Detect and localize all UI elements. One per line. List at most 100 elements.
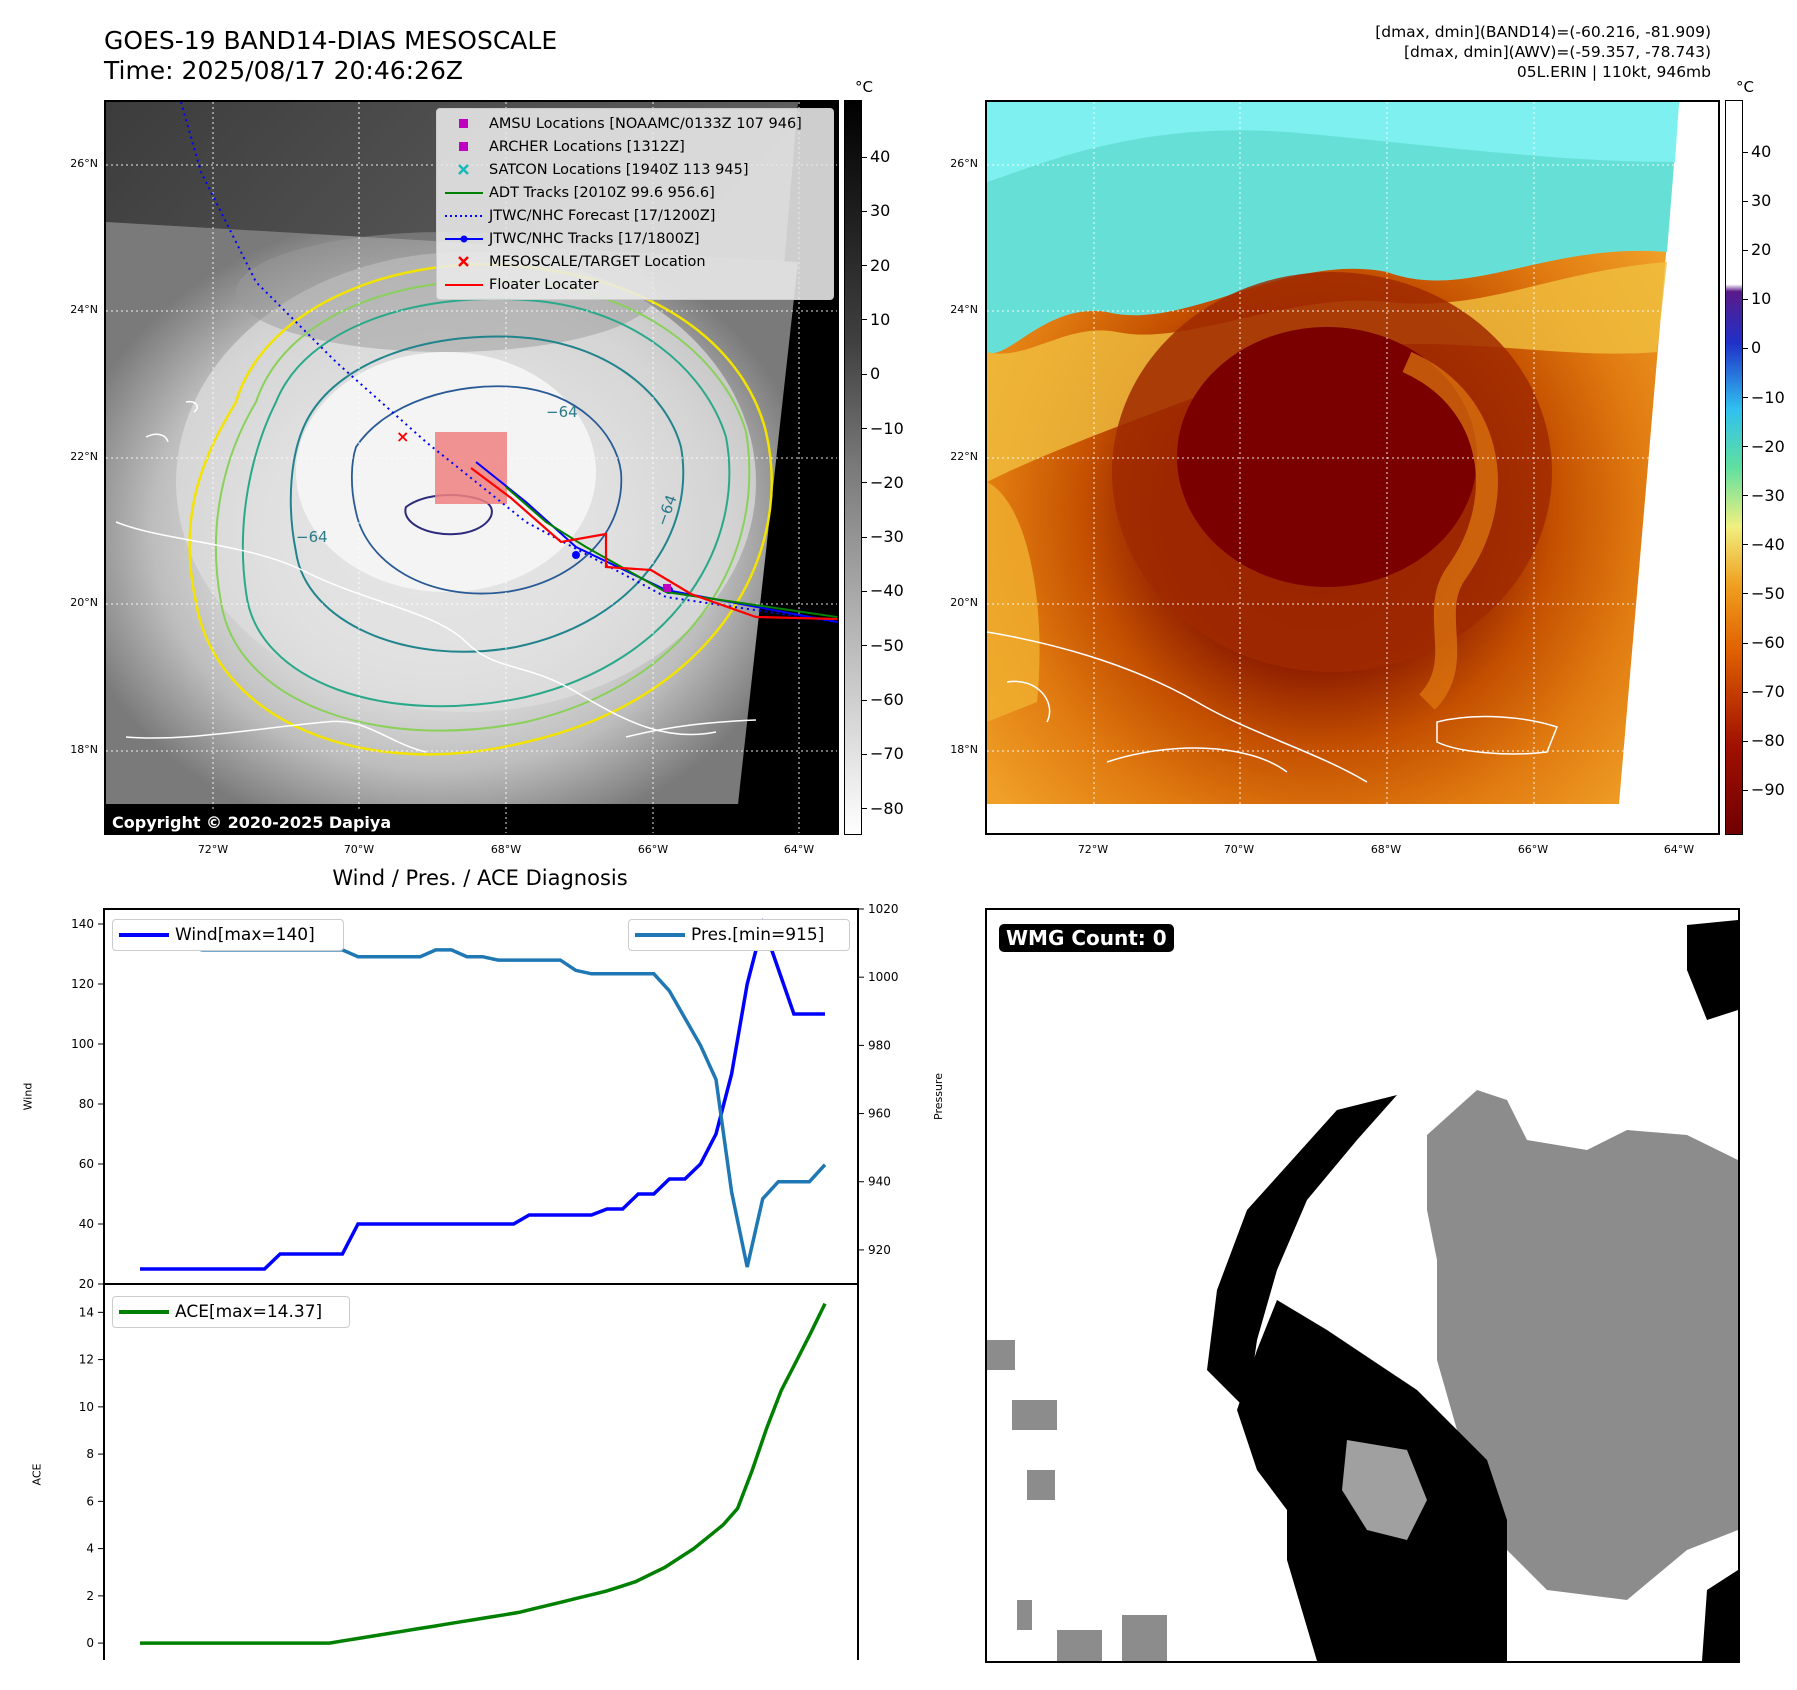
colorbar-tick: −60: [1743, 633, 1785, 652]
lat-tick: 22°N: [950, 450, 978, 463]
line-dot-icon: [445, 235, 483, 243]
ace-tick-label: 0: [86, 1636, 94, 1650]
lat-tick: 22°N: [70, 450, 98, 463]
info-awv: [dmax, dmin](AWV)=(-59.357, -78.743): [1404, 43, 1711, 61]
legend-label: MESOSCALE/TARGET Location: [489, 254, 706, 270]
wmg-panel: WMG Count: 0: [985, 908, 1740, 1663]
colorbar-tick: −70: [862, 744, 904, 764]
pressure-legend-label: Pres.[min=915]: [691, 925, 825, 945]
colorbar-tick: −60: [862, 690, 904, 709]
info-block: [dmax, dmin](BAND14)=(-60.216, -81.909) …: [1375, 22, 1711, 82]
copyright-label: Copyright © 2020-2025 Dapiya: [108, 812, 396, 833]
lat-tick: 18°N: [70, 743, 98, 756]
band14-map: × −64 −64 −64 AMSU Locations [NOAAMC/013…: [104, 100, 839, 835]
legend-label: ADT Tracks [2010Z 99.6 956.6]: [489, 185, 715, 201]
title-line-2: Time: 2025/08/17 20:46:26Z: [104, 56, 463, 85]
ace-line: [140, 1302, 827, 1645]
wmg-count-badge: WMG Count: 0: [999, 924, 1174, 952]
colorbar-tick: 10: [861, 309, 891, 329]
pressure-tick-label: 960: [868, 1107, 891, 1121]
lat-tick: 26°N: [950, 157, 978, 170]
colorbar-band14: [844, 100, 862, 835]
colorbar-tick: −40: [1743, 534, 1785, 554]
colorbar-unit: °C: [1736, 78, 1754, 96]
green-line-icon: [119, 1310, 169, 1314]
colorbar-tick: −20: [1743, 436, 1785, 456]
colorbar-tick: −80: [1743, 731, 1785, 751]
colorbar-tick: −30: [1743, 485, 1785, 505]
legend-label: ARCHER Locations [1312Z]: [489, 139, 685, 155]
solid-line-icon: [445, 192, 483, 194]
wind-tick-label: 120: [71, 977, 94, 991]
wind-tick-label: 100: [71, 1037, 94, 1051]
ace-axes: [103, 1283, 859, 1660]
wind-axis-label: Wind: [21, 1082, 35, 1111]
dotted-line-icon: [445, 215, 483, 217]
colorbar-tick: 40: [1742, 142, 1772, 161]
ace-tick-label: 12: [79, 1353, 94, 1367]
square-marker-icon: [459, 142, 468, 151]
blue-line-icon: [119, 933, 169, 937]
colorbar-awv: [1725, 100, 1743, 835]
colorbar-tick: 40: [861, 147, 891, 166]
colorbar-tick: 20: [861, 255, 891, 275]
ace-tick-label: 4: [86, 1542, 94, 1556]
lon-tick: 70°W: [343, 843, 375, 856]
ace-tick-label: 14: [79, 1305, 94, 1319]
x-marker-icon: [458, 256, 469, 267]
diagnosis-title: Wind / Pres. / ACE Diagnosis: [332, 866, 628, 890]
solid-line-icon: [445, 284, 483, 286]
wind-pressure-axes: [103, 908, 859, 1285]
lon-tick: 68°W: [490, 843, 522, 856]
colorbar-tick: −50: [1743, 583, 1785, 603]
ace-tick-label: 6: [86, 1494, 94, 1508]
colorbar-tick: 30: [861, 201, 891, 221]
lat-tick: 18°N: [950, 743, 978, 756]
awv-image: [987, 102, 1718, 833]
info-band14: [dmax, dmin](BAND14)=(-60.216, -81.909): [1375, 23, 1711, 41]
colorbar-tick: −30: [862, 527, 904, 547]
contour-label: −64: [296, 528, 328, 546]
wmg-image: [987, 920, 1738, 1661]
lat-tick: 20°N: [950, 596, 978, 609]
lon-tick: 70°W: [1223, 843, 1255, 856]
lat-tick: 26°N: [70, 157, 98, 170]
ace-tick-label: 8: [86, 1447, 94, 1461]
wind-tick-label: 140: [71, 917, 94, 931]
lon-tick: 64°W: [1663, 843, 1695, 856]
wind-legend-label: Wind[max=140]: [175, 925, 315, 945]
colorbar-tick: −50: [862, 635, 904, 655]
svg-text:×: ×: [396, 427, 409, 446]
pressure-tick-label: 920: [868, 1243, 891, 1257]
colorbar-tick: −90: [1743, 780, 1785, 800]
colorbar-tick: −70: [1743, 682, 1785, 702]
figure-title: GOES-19 BAND14-DIAS MESOSCALE Time: 2025…: [104, 26, 557, 86]
lon-tick: 64°W: [783, 843, 815, 856]
wind-legend: Wind[max=140]: [112, 919, 344, 951]
map-legend: AMSU Locations [NOAAMC/0133Z 107 946] AR…: [436, 108, 834, 300]
awv-map: [985, 100, 1720, 835]
lon-tick: 72°W: [1077, 843, 1109, 856]
pressure-legend: Pres.[min=915]: [628, 919, 850, 951]
steelblue-line-icon: [635, 933, 685, 937]
ace-tick-label: 10: [79, 1400, 94, 1414]
legend-label: JTWC/NHC Tracks [17/1800Z]: [489, 231, 700, 247]
lon-tick: 66°W: [637, 843, 669, 856]
colorbar-unit: °C: [855, 78, 873, 96]
colorbar-tick: 0: [861, 364, 881, 384]
legend-label: AMSU Locations [NOAAMC/0133Z 107 946]: [489, 116, 802, 132]
wind-tick-label: 40: [79, 1217, 94, 1231]
colorbar-tick: 10: [1742, 289, 1772, 309]
colorbar-tick: −20: [862, 472, 904, 492]
wind-tick-label: 20: [79, 1277, 94, 1291]
legend-label: SATCON Locations [1940Z 113 945]: [489, 162, 749, 178]
colorbar-tick: 0: [1742, 338, 1762, 358]
pressure-tick-label: 1020: [868, 902, 899, 916]
ace-axis-label: ACE: [30, 1463, 44, 1486]
colorbar-tick: 20: [1742, 240, 1772, 260]
ace-legend: ACE[max=14.37]: [112, 1296, 350, 1328]
lat-tick: 20°N: [70, 596, 98, 609]
lat-tick: 24°N: [70, 303, 98, 316]
ace-legend-label: ACE[max=14.37]: [175, 1302, 323, 1322]
lon-tick: 72°W: [197, 843, 229, 856]
